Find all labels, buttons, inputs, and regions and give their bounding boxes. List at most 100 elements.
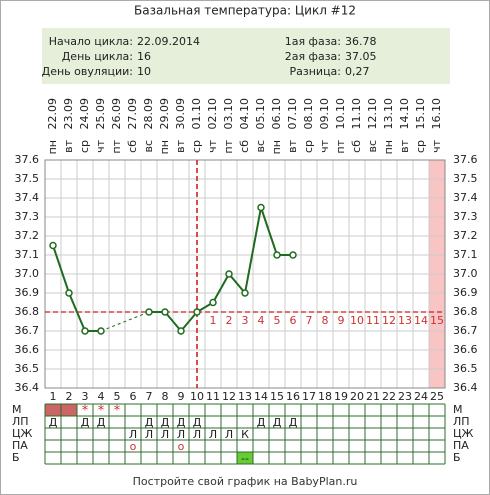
weekday-label: чт [206, 139, 219, 152]
x-tick-label: 22 [382, 390, 396, 403]
phase-number: 8 [322, 314, 329, 327]
phase-number: 10 [350, 314, 364, 327]
weekday-label: вт [174, 139, 187, 152]
filled-cell [237, 452, 253, 464]
row-label-right: М [453, 403, 463, 416]
x-tick-label: 14 [254, 390, 268, 403]
weekday-label: пн [158, 140, 171, 154]
y-tick-label: 36.8 [15, 305, 40, 318]
cell-text: Д [177, 416, 186, 429]
date-label: 01.10 [190, 98, 203, 130]
info-value: 0,27 [345, 65, 370, 78]
weekday-label: вт [398, 139, 411, 152]
info-label: 1ая фаза: [285, 35, 341, 48]
weekday-label: вт [286, 139, 299, 152]
y2-tick-label: 37.6 [453, 153, 478, 166]
info-value: 22.09.2014 [137, 35, 200, 48]
row-label-right: ЛП [453, 415, 470, 428]
row-label: ЦЖ [12, 427, 33, 440]
cell-text: Л [209, 428, 217, 441]
x-tick-label: 3 [82, 390, 89, 403]
date-label: 26.09 [110, 98, 123, 130]
data-point [225, 270, 233, 278]
date-label: 29.09 [158, 98, 171, 130]
row-label: ПА [12, 439, 28, 452]
cell-text: Д [97, 416, 106, 429]
weekday-label: вт [62, 139, 75, 152]
phase-number: 15 [430, 314, 444, 327]
weekday-label: пн [46, 140, 59, 154]
x-tick-label: 4 [98, 390, 105, 403]
y2-tick-label: 37.2 [453, 229, 478, 242]
y2-tick-label: 37.1 [453, 248, 478, 261]
x-tick-label: 16 [286, 390, 300, 403]
cell-text: К [241, 428, 249, 441]
cell-text: * [82, 404, 89, 419]
y-tick-label: 36.4 [15, 381, 40, 394]
date-label: 27.09 [126, 98, 139, 130]
cell-text: Л [129, 428, 137, 441]
x-tick-label: 21 [366, 390, 380, 403]
x-tick-label: 10 [190, 390, 204, 403]
filled-cell [61, 404, 77, 416]
date-label: 23.09 [62, 98, 75, 130]
cell-text: Д [193, 416, 202, 429]
phase-number: 12 [382, 314, 396, 327]
info-label: Начало цикла: [49, 35, 133, 48]
temperature-line [52, 203, 293, 333]
row-label-right: Б [453, 451, 461, 464]
y-tick-label: 37.1 [15, 248, 40, 261]
date-label: 06.10 [270, 98, 283, 130]
plot-border [44, 159, 446, 389]
cell-text: Л [225, 428, 233, 441]
date-label: 02.10 [206, 98, 219, 130]
row-label: Б [12, 451, 20, 464]
cell-text: о [178, 440, 185, 453]
data-point [49, 241, 57, 250]
weekday-label: чт [318, 139, 331, 152]
phase-number: 5 [274, 314, 281, 327]
weekday-label: сб [350, 140, 363, 153]
weekday-label: чт [430, 139, 443, 152]
x-tick-label: 7 [146, 390, 153, 403]
x-tick-label: 24 [414, 390, 428, 403]
x-tick-label: 23 [398, 390, 412, 403]
x-tick-label: 5 [114, 390, 121, 403]
x-tick-label: 17 [302, 390, 316, 403]
y-tick-label: 36.6 [15, 343, 40, 356]
y-tick-label: 36.7 [15, 324, 40, 337]
x-tick-label: 25 [430, 390, 444, 403]
data-point [65, 289, 73, 297]
weekday-label: пн [382, 140, 395, 154]
weekday-label: ср [302, 140, 315, 153]
y2-tick-label: 36.5 [453, 362, 478, 375]
footer: Постройте свой график на BabyPlan.ru [133, 475, 358, 488]
weekday-label: ср [78, 140, 91, 153]
date-label: 05.10 [254, 98, 267, 130]
weekday-label: пт [110, 139, 123, 153]
row-label: М [12, 403, 22, 416]
weekday-label: вс [254, 140, 267, 153]
phase-number: 6 [290, 314, 297, 327]
date-label: 28.09 [142, 98, 155, 130]
date-label: 11.10 [350, 98, 363, 130]
y-tick-label: 37.2 [15, 229, 40, 242]
phase-number: 4 [258, 314, 265, 327]
x-tick-label: 6 [130, 390, 137, 403]
date-label: 04.10 [238, 98, 251, 130]
cell-text: Л [177, 428, 185, 441]
x-tick-label: 15 [270, 390, 284, 403]
row-label-right: ПА [453, 439, 469, 452]
data-point [145, 308, 153, 316]
info-label: Разница: [290, 65, 342, 78]
weekday-label: вс [142, 140, 155, 153]
y-tick-label: 37.6 [15, 153, 40, 166]
data-point [97, 327, 105, 335]
row-label-right: ЦЖ [453, 427, 474, 440]
cell-text: Д [289, 416, 298, 429]
cell-text: Л [193, 428, 201, 441]
date-label: 14.10 [398, 98, 411, 130]
data-point [209, 298, 217, 307]
y-tick-label: 36.5 [15, 362, 40, 375]
